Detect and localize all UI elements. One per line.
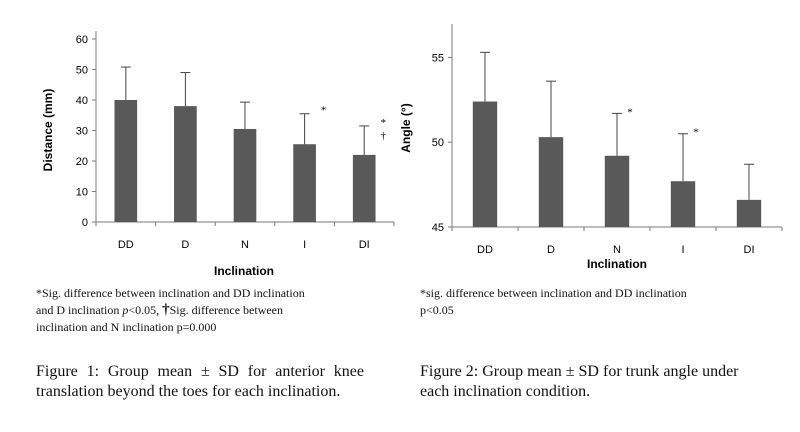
footnote2-line2: p<0.05 (420, 303, 454, 317)
chart1-ytick-label: 50 (76, 65, 88, 77)
chart1-ylabel: Distance (mm) (41, 89, 55, 172)
footnote1-line2a: and D inclination (36, 303, 123, 317)
chart1-bar-DD (114, 100, 138, 222)
chart1-sig-marker-I: * (321, 105, 327, 117)
chart1-bar-N (233, 128, 257, 222)
chart1-xtick-label-I: I (303, 239, 306, 251)
chart1-xlabel: Inclination (214, 264, 274, 278)
footnote1-dagger: † (162, 302, 170, 318)
chart1-ytick-label: 30 (76, 126, 88, 138)
figure1-caption: Figure 1: Group mean ± SD for anterior k… (36, 363, 364, 400)
footnote1-line2c: Sig. difference between (169, 303, 284, 317)
chart1-ytick-label: 60 (76, 34, 88, 46)
chart1-xtick-label-DI: DI (359, 239, 370, 251)
figure2-caption: Figure 2: Group mean ± SD for trunk angl… (420, 363, 739, 400)
chart1-sig-marker-DI: * (380, 117, 386, 129)
chart1-xtick-label-DD: DD (118, 239, 134, 251)
chart1-bar-D (174, 106, 197, 222)
chart1-xtick-label-N: N (241, 239, 249, 251)
chart1-ytick-label: 20 (76, 156, 88, 168)
chart2-footnote: *sig. difference between inclination and… (420, 285, 780, 319)
chart1-xtick-label-D: D (181, 239, 189, 251)
chart1-sig-marker-DI: † (380, 130, 386, 142)
chart1-ytick-label: 0 (82, 217, 88, 229)
footnote1-pvalue: p (122, 303, 129, 317)
chart1-footnote: *Sig. difference between inclination and… (36, 285, 366, 336)
chart1-ytick-label: 40 (76, 95, 88, 107)
footnote1-line1: *Sig. difference between inclination and… (36, 286, 305, 300)
chart1-bar-DI (352, 154, 376, 222)
footnote2-line1: *sig. difference between inclination and… (420, 286, 687, 300)
footnote1-line2b: <0.05, (128, 303, 163, 317)
footnote1-line3: inclination and N inclination p=0.000 (36, 320, 217, 334)
chart1-ytick-label: 10 (76, 187, 88, 199)
chart1-bar-I (293, 144, 316, 222)
footnote1-line2: and D inclination p<0.05, †Sig. differen… (36, 302, 366, 319)
